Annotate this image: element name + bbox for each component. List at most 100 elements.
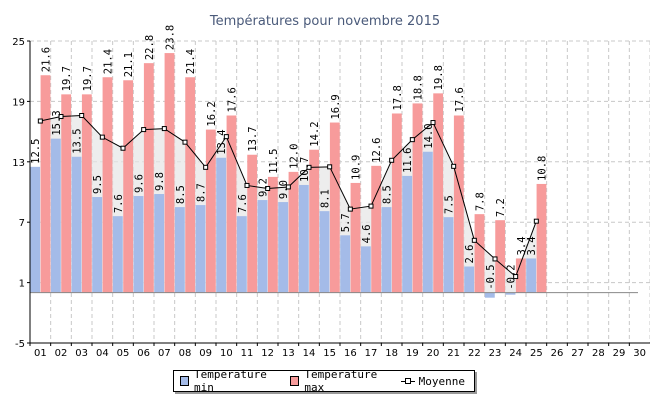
label-max-19: 18.8 [413, 75, 425, 100]
bar-min-21 [443, 217, 454, 293]
bar-max-02 [61, 94, 72, 293]
label-min-03: 13.5 [72, 128, 84, 153]
label-max-17: 12.6 [371, 138, 383, 163]
label-min-15: 8.1 [320, 189, 332, 208]
legend-label-avg: Moyenne [418, 374, 465, 388]
bar-max-09 [205, 129, 216, 293]
label-max-13: 12.0 [289, 144, 301, 169]
average-area [40, 115, 537, 293]
label-max-04: 21.4 [103, 49, 115, 74]
bar-max-20 [433, 93, 444, 293]
x-tick-label-22: 22 [468, 348, 481, 359]
label-min-23: -0.5 [485, 264, 497, 289]
legend-item-avg: Moyenne [400, 374, 465, 388]
x-tick-label-02: 02 [55, 348, 68, 359]
label-min-05: 7.6 [113, 194, 125, 213]
average-marker-03 [79, 112, 85, 118]
average-marker-24 [513, 274, 519, 280]
x-tick-label-08: 08 [179, 348, 192, 359]
y-tick-label-3: 13 [12, 158, 25, 169]
x-tick-label-28: 28 [592, 348, 605, 359]
x-tick-label-25: 25 [530, 348, 543, 359]
legend-swatch-max [290, 376, 300, 386]
bar-min-05 [112, 216, 123, 293]
legend-item-min: Temperature min [180, 368, 281, 394]
bar-max-12 [267, 176, 278, 293]
label-max-21: 17.6 [454, 87, 466, 112]
legend-item-max: Temperature max [290, 368, 391, 394]
bar-max-08 [185, 77, 196, 293]
label-min-07: 9.8 [154, 172, 166, 191]
label-max-20: 19.8 [433, 65, 445, 90]
bar-min-23 [484, 292, 495, 298]
bar-min-17 [360, 246, 371, 293]
label-min-25: 3.4 [526, 236, 538, 255]
bar-max-10 [226, 115, 237, 293]
x-tick-label-20: 20 [427, 348, 440, 359]
bar-max-13 [288, 171, 299, 293]
x-tick-label-19: 19 [406, 348, 419, 359]
average-marker-06 [141, 127, 147, 133]
x-tick-label-12: 12 [261, 348, 274, 359]
bar-max-15 [329, 122, 340, 293]
bar-max-14 [309, 149, 320, 293]
bar-max-05 [123, 80, 134, 293]
x-tick-label-07: 07 [158, 348, 171, 359]
average-marker-21 [451, 163, 457, 169]
bar-min-12 [257, 200, 268, 293]
y-tick-label-0: -5 [15, 339, 25, 350]
average-marker-05 [120, 145, 126, 151]
bar-min-02 [50, 138, 61, 293]
average-marker-09 [203, 164, 209, 170]
x-tick-label-16: 16 [344, 348, 357, 359]
label-min-24: -0.2 [506, 264, 518, 289]
label-max-11: 13.7 [247, 126, 259, 151]
label-max-23: 7.2 [495, 198, 507, 217]
x-tick-label-18: 18 [385, 348, 398, 359]
average-marker-04 [99, 134, 105, 140]
label-max-10: 17.6 [227, 87, 239, 112]
label-min-19: 11.6 [402, 148, 414, 173]
y-tick-label-1: 1 [19, 279, 25, 290]
average-marker-01 [37, 118, 43, 124]
average-marker-20 [430, 120, 436, 126]
label-max-14: 14.2 [309, 121, 321, 146]
bar-max-25 [536, 183, 547, 293]
bar-max-04 [102, 77, 113, 293]
label-max-03: 19.7 [82, 66, 94, 91]
legend-swatch-avg [400, 377, 415, 385]
x-tick-label-24: 24 [509, 348, 522, 359]
bar-min-20 [422, 151, 433, 293]
label-min-04: 9.5 [92, 175, 104, 194]
bar-min-24 [505, 292, 516, 295]
label-max-02: 19.7 [61, 66, 73, 91]
label-max-15: 16.9 [330, 94, 342, 119]
label-max-18: 17.8 [392, 85, 404, 110]
bar-min-25 [526, 258, 537, 293]
bar-min-09 [195, 205, 206, 293]
x-tick-label-21: 21 [447, 348, 460, 359]
average-marker-17 [368, 203, 374, 209]
x-tick-label-15: 15 [323, 348, 336, 359]
average-marker-12 [265, 185, 271, 191]
bar-min-18 [381, 207, 392, 293]
average-marker-23 [492, 256, 498, 262]
legend-label-max: Temperature max [304, 368, 378, 394]
x-tick-label-23: 23 [489, 348, 502, 359]
average-marker-19 [409, 137, 415, 143]
average-marker-18 [389, 157, 395, 163]
bar-min-19 [402, 175, 413, 293]
bar-min-01 [30, 166, 41, 293]
label-min-17: 4.6 [361, 224, 373, 243]
bar-max-01 [40, 75, 51, 293]
label-max-25: 10.8 [537, 156, 549, 181]
label-max-22: 7.8 [475, 192, 487, 211]
legend-swatch-min [180, 376, 190, 386]
label-min-10: 13.4 [216, 129, 228, 154]
label-max-12: 11.5 [268, 149, 280, 174]
bar-min-16 [340, 235, 351, 293]
bar-min-08 [174, 207, 185, 293]
average-marker-22 [471, 237, 477, 243]
x-tick-label-06: 06 [137, 348, 150, 359]
